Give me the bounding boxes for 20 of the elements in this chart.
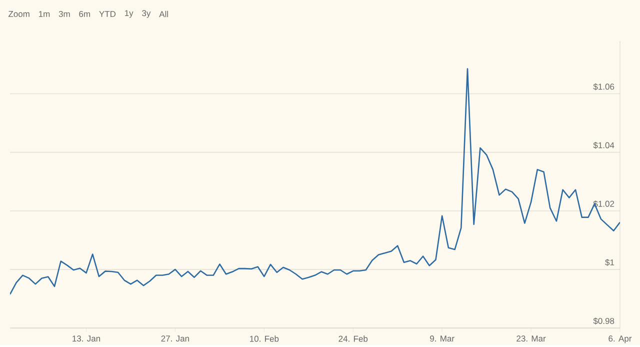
text: Zoom [8, 11, 30, 18]
y-tick-label: $0.98 [593, 318, 614, 325]
text: 6m [79, 11, 90, 18]
text: 3m [58, 11, 70, 18]
x-tick-label: 24. Feb [338, 336, 368, 342]
x-tick-label: 9. Mar [430, 336, 454, 342]
y-tick-label: $1.06 [593, 84, 614, 90]
text: 1y [124, 10, 134, 18]
y-tick-label: $1.04 [593, 142, 614, 149]
text: YTD [99, 11, 116, 18]
y-tick-label: $1.02 [593, 200, 614, 208]
text: 3y [142, 10, 151, 18]
x-tick-label: 27. Jan [161, 336, 189, 342]
x-tick-label: 6. Apr [608, 336, 632, 344]
x-tick-label: 10. Feb [250, 336, 279, 342]
x-tick-label: 13. Jan [72, 336, 100, 342]
text: 1m [38, 11, 50, 18]
x-tick-label: 23. Mar [516, 336, 546, 342]
y-tick-label: $1 [605, 259, 614, 266]
text: All [159, 11, 168, 18]
